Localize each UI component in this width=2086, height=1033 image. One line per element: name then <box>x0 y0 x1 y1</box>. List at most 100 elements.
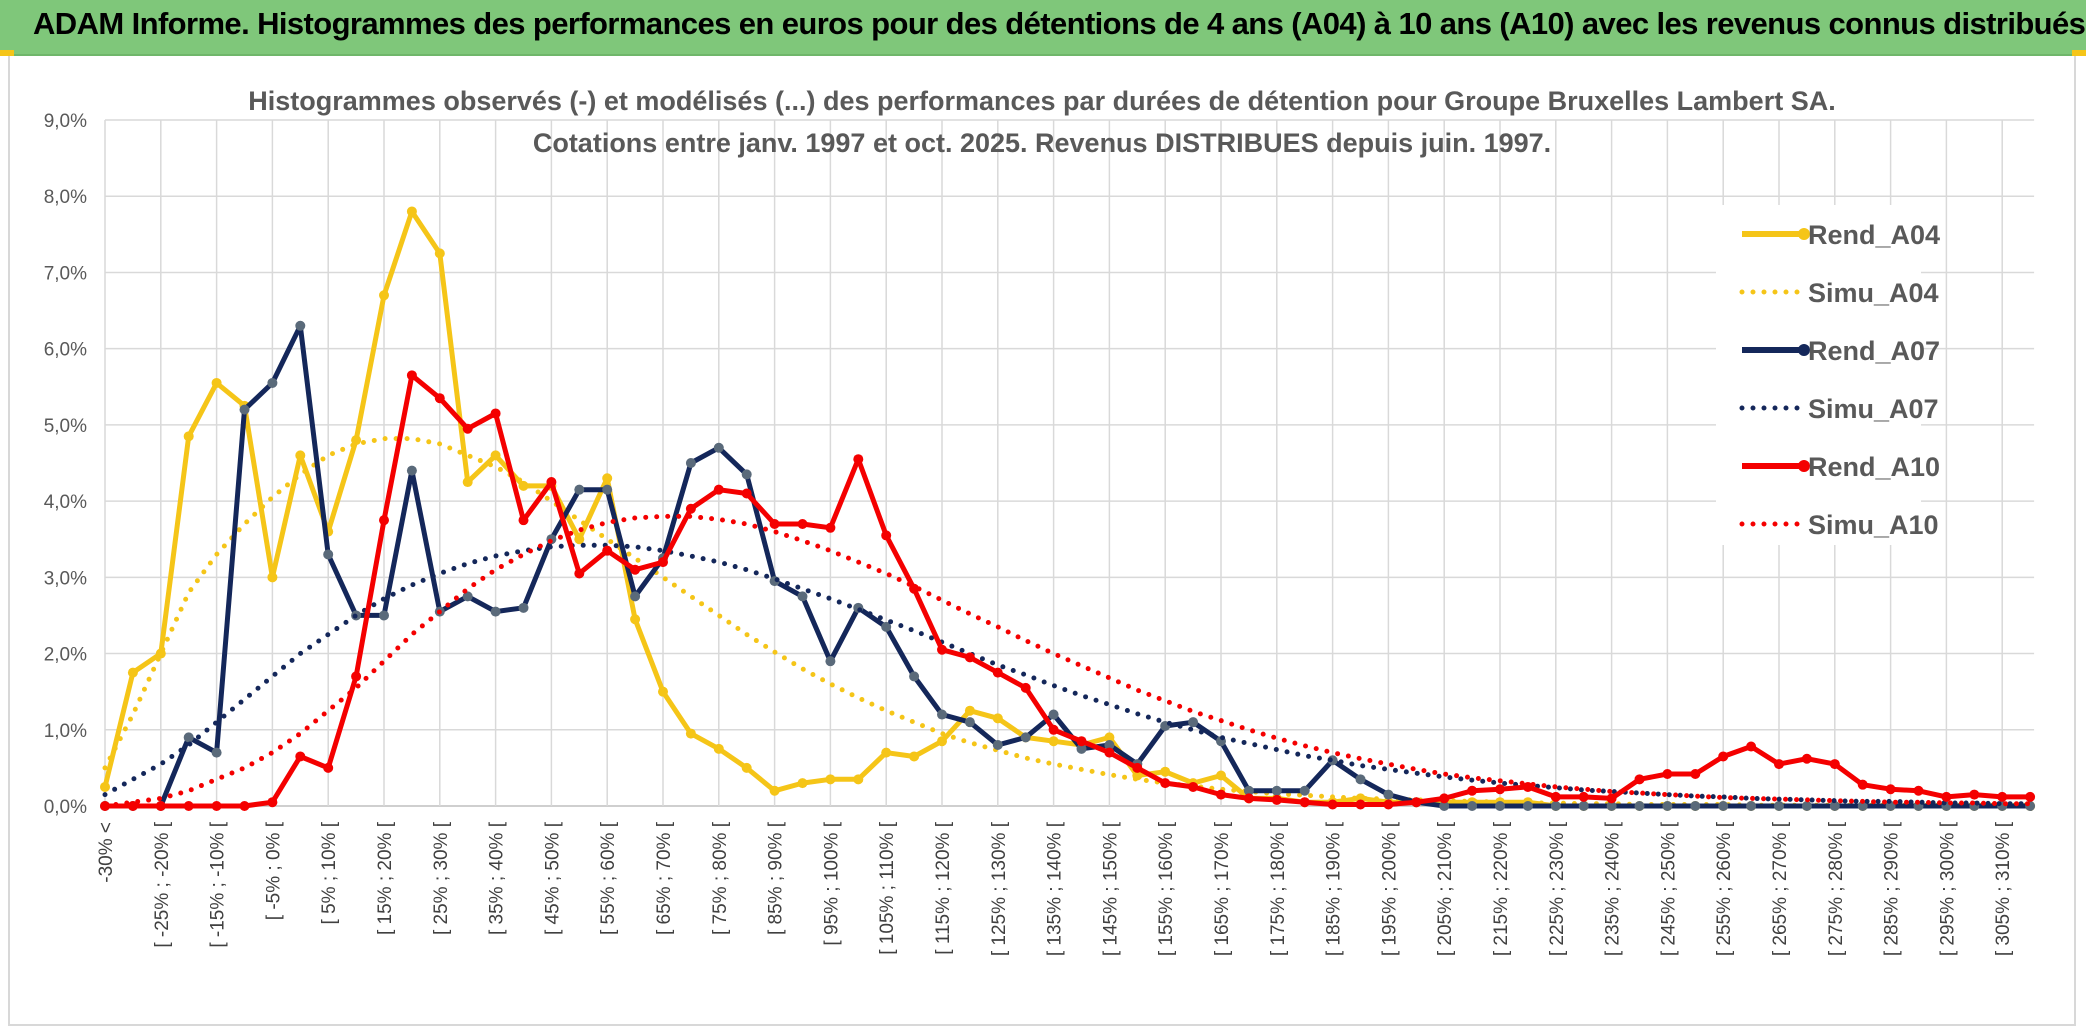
data-point-rend_a10 <box>1243 793 1254 804</box>
data-point-rend_a07 <box>1578 801 1589 811</box>
data-point-rend_a04 <box>434 248 445 259</box>
data-point-rend_a10 <box>1718 751 1729 762</box>
data-point-rend_a10 <box>1690 768 1701 779</box>
data-point-rend_a10 <box>155 801 166 811</box>
data-point-rend_a07 <box>1662 801 1673 811</box>
data-point-rend_a07 <box>239 404 250 415</box>
chart-title: Histogrammes observés (-) et modélisés (… <box>248 86 1835 116</box>
data-point-rend_a07 <box>1829 801 1840 811</box>
x-tick-label: [ 205% ; 210% [ <box>1435 821 1456 956</box>
data-point-rend_a10 <box>741 488 752 499</box>
x-tick-label: [ -15% ; -10% [ <box>208 821 229 947</box>
data-point-rend_a10 <box>1550 791 1561 802</box>
data-point-rend_a10 <box>713 484 724 495</box>
x-tick-label: [ 5% ; 10% [ <box>319 821 340 924</box>
data-point-rend_a07 <box>323 549 334 560</box>
legend: Rend_A04 Simu_A04 Rend_A07 Simu_A07 Rend_A10… <box>1739 220 1940 540</box>
report-banner: ADAM Informe. Histogrammes des performan… <box>0 0 2086 56</box>
x-tick-label: [ 175% ; 180% [ <box>1268 821 1289 956</box>
data-point-rend_a04 <box>992 713 1003 724</box>
data-point-rend_a07 <box>1243 785 1254 796</box>
data-point-rend_a07 <box>741 469 752 480</box>
legend-marker-rend_a07 <box>1798 344 1810 356</box>
x-tick-label: [ 275% ; 280% [ <box>1826 821 1847 956</box>
data-point-rend_a07 <box>685 458 696 468</box>
data-point-rend_a10 <box>1941 791 1952 802</box>
data-point-rend_a07 <box>909 671 920 682</box>
data-point-rend_a10 <box>211 801 222 811</box>
x-tick-label: [ 85% ; 90% [ <box>766 821 787 935</box>
data-point-rend_a07 <box>267 377 278 388</box>
y-tick-label: 8,0% <box>44 187 87 208</box>
y-tick-label: 6,0% <box>44 340 87 361</box>
data-point-rend_a07 <box>1383 789 1394 800</box>
data-point-rend_a10 <box>685 503 696 514</box>
data-point-rend_a04 <box>295 450 306 461</box>
legend-label-rend_a04: Rend_A04 <box>1808 220 1940 250</box>
x-tick-label: [ 215% ; 220% [ <box>1491 821 1512 956</box>
y-tick-label: 7,0% <box>44 263 87 284</box>
data-point-rend_a07 <box>1076 743 1087 754</box>
series-line-rend_a10 <box>105 372 2031 809</box>
data-point-rend_a07 <box>1104 740 1115 751</box>
data-point-rend_a10 <box>825 522 836 533</box>
data-point-rend_a04 <box>937 736 947 747</box>
data-point-rend_a04 <box>379 290 389 301</box>
data-point-rend_a10 <box>1662 768 1673 779</box>
data-point-rend_a10 <box>1020 682 1031 693</box>
data-point-rend_a10 <box>1746 741 1757 752</box>
data-point-rend_a07 <box>1467 801 1478 811</box>
series-line-simu_a10 <box>102 513 2033 809</box>
x-tick-label: [ 125% ; 130% [ <box>989 821 1010 956</box>
data-point-rend_a10 <box>379 515 389 526</box>
data-point-rend_a10 <box>1578 791 1589 802</box>
data-point-rend_a10 <box>1801 753 1812 764</box>
data-point-rend_a10 <box>323 762 334 773</box>
data-point-rend_a07 <box>1522 801 1533 811</box>
data-point-rend_a04 <box>825 774 836 785</box>
data-point-rend_a10 <box>1216 789 1226 800</box>
data-point-rend_a04 <box>574 534 585 545</box>
legend-label-simu_a04: Simu_A04 <box>1808 278 1939 308</box>
x-tick-label: [ 295% ; 300% [ <box>1937 821 1958 956</box>
data-point-rend_a07 <box>1188 717 1199 728</box>
x-tick-label: [ 55% ; 60% [ <box>598 821 619 935</box>
data-point-rend_a07 <box>1857 801 1868 811</box>
data-point-rend_a10 <box>992 667 1003 678</box>
data-point-rend_a10 <box>1913 785 1924 796</box>
y-tick-label: 2,0% <box>44 645 87 666</box>
data-point-rend_a10 <box>1327 799 1338 810</box>
data-point-rend_a07 <box>1801 801 1812 811</box>
legend-label-simu_a10: Simu_A10 <box>1808 510 1939 540</box>
y-tick-label: 0,0% <box>44 797 87 818</box>
data-point-rend_a10 <box>602 545 613 556</box>
report-title: ADAM Informe. Histogrammes des performan… <box>33 6 2086 41</box>
chart-subtitle: Cotations entre janv. 1997 et oct. 2025.… <box>533 128 1551 158</box>
x-tick-label: [ 155% ; 160% [ <box>1156 821 1177 956</box>
data-point-rend_a07 <box>462 591 473 602</box>
data-point-rend_a07 <box>1634 801 1645 811</box>
data-point-rend_a07 <box>713 442 724 453</box>
data-point-rend_a10 <box>881 530 892 541</box>
data-point-rend_a10 <box>1969 789 1980 800</box>
data-point-rend_a07 <box>1495 801 1505 811</box>
data-point-rend_a07 <box>1355 774 1366 785</box>
data-point-rend_a04 <box>1160 766 1171 777</box>
chart-frame <box>8 56 2076 1026</box>
data-point-rend_a04 <box>100 781 110 792</box>
data-point-rend_a10 <box>1774 759 1784 770</box>
x-tick-label: [ 15% ; 20% [ <box>375 821 396 935</box>
x-tick-label: [ -5% ; 0% [ <box>263 821 284 920</box>
data-point-rend_a04 <box>713 743 724 754</box>
x-tick-label: [ 105% ; 110% [ <box>877 821 898 954</box>
data-point-rend_a10 <box>2025 791 2036 802</box>
data-point-rend_a07 <box>630 591 641 602</box>
data-point-rend_a10 <box>853 454 864 465</box>
x-tick-label: [ 65% ; 70% [ <box>654 821 675 935</box>
data-point-rend_a07 <box>1550 801 1561 811</box>
data-point-rend_a07 <box>1271 785 1282 796</box>
data-point-rend_a10 <box>630 564 641 575</box>
data-point-rend_a10 <box>1355 799 1366 810</box>
data-point-rend_a10 <box>1885 784 1896 795</box>
